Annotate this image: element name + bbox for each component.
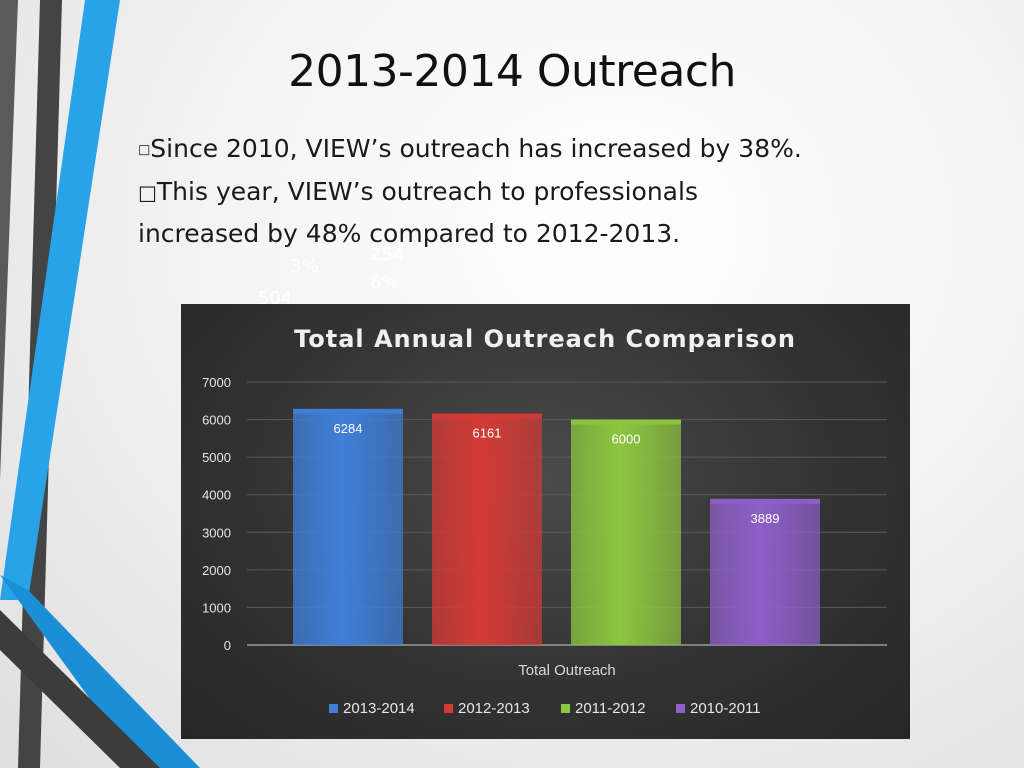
bar-2010-2011 [710,498,820,645]
ghost-label: 504 [258,288,293,309]
ghost-label: 254 [370,244,405,265]
y-tick-label: 1000 [202,600,231,615]
decorative-stripes [0,0,200,768]
legend-swatch [676,704,685,713]
bar-2012-2013 [432,413,542,645]
bar-chart: Total Annual Outreach Comparison 0 1000 200… [202,325,887,717]
y-tick-label: 5000 [202,450,231,465]
chart-container: Total Annual Outreach Comparison 0 1000 200… [181,304,910,739]
chart-title: Total Annual Outreach Comparison [294,325,796,353]
legend-label: 2011-2012 [575,700,646,717]
legend-label: 2013-2014 [343,700,415,717]
dark-stripe-lower [0,610,160,768]
bullet-text-2: This year, VIEW’s outreach to profession… [156,176,698,206]
bar-top-highlight [432,413,542,419]
y-tick-label: 4000 [202,488,231,503]
bar-top-highlight [293,408,403,414]
bar-top-highlight [571,419,681,425]
bullet-marker: □ [138,180,157,204]
x-axis-label: Total Outreach [518,662,616,679]
legend-swatch [329,704,338,713]
bullet-text-1: Since 2010, VIEW’s outreach has increase… [150,134,802,163]
legend-label: 2010-2011 [690,700,761,717]
legend-swatch [561,704,570,713]
ghost-label: 3% [290,256,319,277]
y-tick-label: 7000 [202,375,231,390]
bar-top-highlight [710,498,820,504]
data-label: 6000 [612,432,641,447]
slide-title: 2013-2014 Outreach [288,46,736,97]
gray-stripe-left [0,0,18,480]
bar-2011-2012 [571,419,681,645]
bullet-item-2-continued: increased by 48% compared to 2012-2013. [138,219,681,248]
legend-label: 2012-2013 [458,700,530,717]
ghost-label: 6% [370,272,399,293]
y-tick-label: 0 [224,638,231,653]
legend-swatch [444,704,453,713]
blue-stripe-lower [0,575,200,768]
bar-2013-2014 [293,408,403,645]
bullet-list: □Since 2010, VIEW’s outreach has increas… [138,128,898,254]
data-label: 6284 [334,421,363,436]
data-label: 6161 [473,426,502,441]
data-label: 3889 [751,511,780,526]
y-tick-label: 2000 [202,563,231,578]
bullet-marker: □ [138,142,151,158]
y-tick-label: 3000 [202,525,231,540]
blue-stripe-upper [0,0,120,600]
bullet-item-2: □This year, VIEW’s outreach to professio… [138,171,898,214]
bullet-item-1: □Since 2010, VIEW’s outreach has increas… [138,128,898,171]
y-tick-label: 6000 [202,413,231,428]
